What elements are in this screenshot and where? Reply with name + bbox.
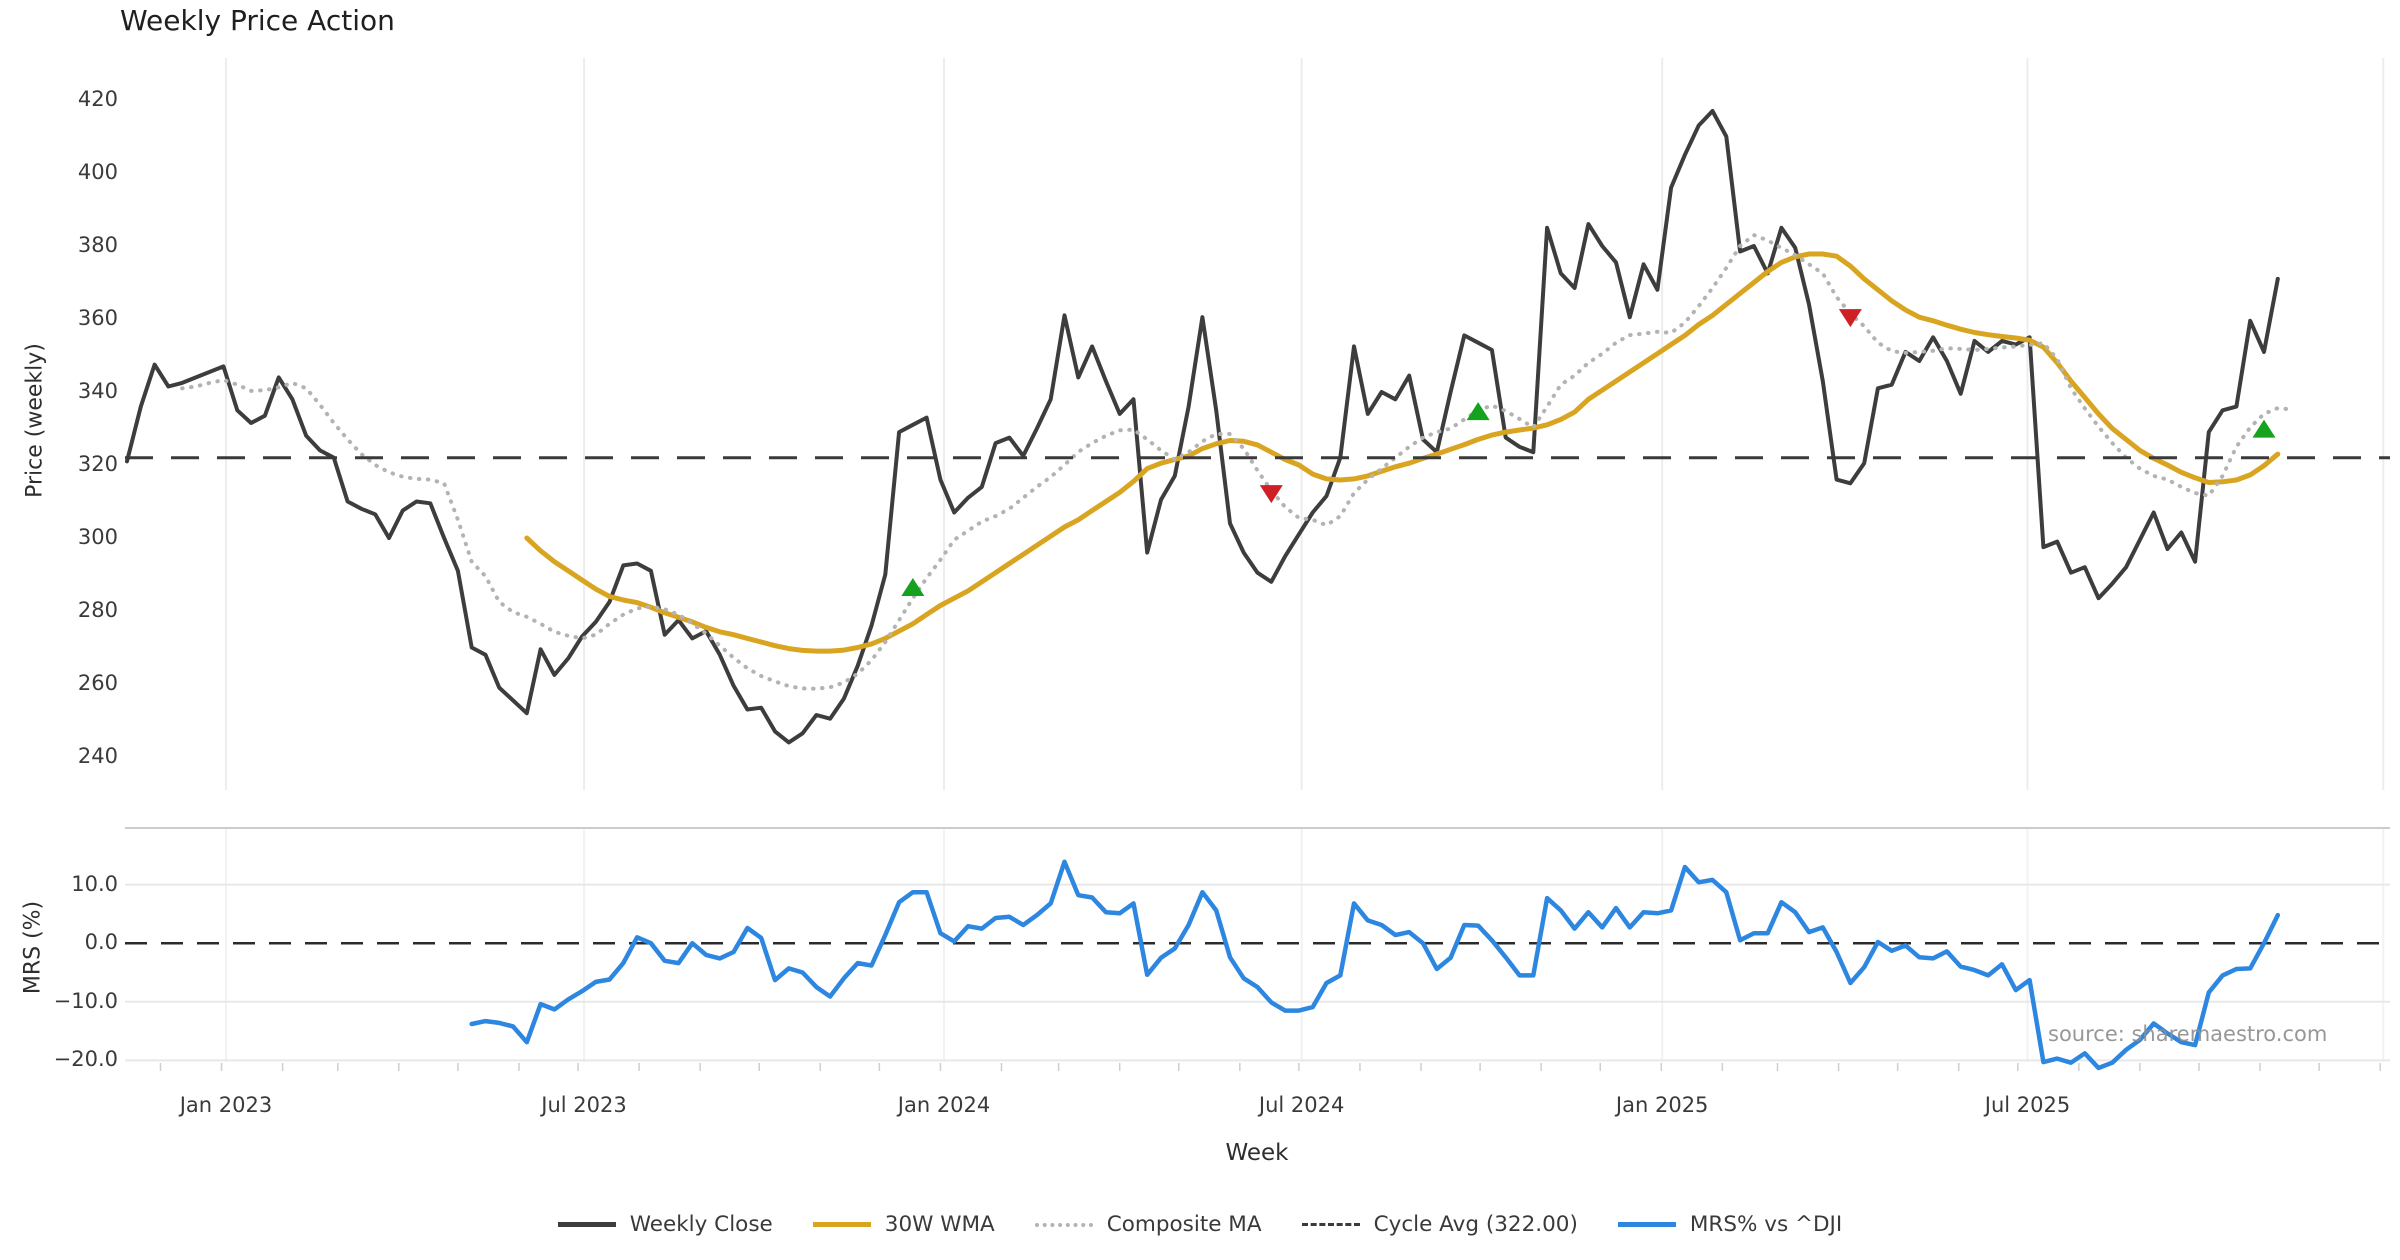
signal-marker-layer <box>901 309 2276 597</box>
buy-signal-marker <box>1466 402 1490 421</box>
buy-signal-marker <box>901 578 925 597</box>
mrs-tick-label: 0.0 <box>84 930 118 955</box>
mrs-tick-label: −10.0 <box>53 988 118 1013</box>
legend-item: Cycle Avg (322.00) <box>1301 1212 1578 1237</box>
price-tick-label: 340 <box>77 379 118 403</box>
mrs-tick-label: 10.0 <box>71 871 118 896</box>
legend-label: Weekly Close <box>629 1212 773 1237</box>
mrs-line <box>469 859 2281 1071</box>
gridline-layer <box>125 58 2390 1071</box>
price-tick-label: 280 <box>77 598 118 622</box>
price-tick-label: 260 <box>77 671 118 695</box>
legend-item: 30W WMA <box>812 1212 995 1237</box>
price-tick-label: 320 <box>77 452 118 476</box>
sell-signal-marker <box>1838 309 1862 328</box>
weekly-close-line <box>125 109 2280 745</box>
legend-label: Composite MA <box>1106 1212 1262 1237</box>
price-tick-label: 380 <box>77 233 118 257</box>
legend-swatch-solid <box>1617 1222 1676 1227</box>
chart-title: Weekly Price Action <box>120 4 395 37</box>
legend-item: Weekly Close <box>557 1212 773 1237</box>
x-axis-title: Week <box>1225 1140 1289 1166</box>
legend-swatch-solid <box>557 1222 616 1227</box>
price-tick-label: 400 <box>77 160 118 184</box>
price-tick-label: 300 <box>77 525 118 549</box>
legend-label: Cycle Avg (322.00) <box>1373 1212 1578 1237</box>
legend-item: MRS% vs ^DJI <box>1617 1212 1843 1237</box>
mrs-tick-label: −20.0 <box>53 1047 118 1072</box>
price-tick-label: 240 <box>77 744 118 768</box>
legend-label: MRS% vs ^DJI <box>1689 1212 1843 1237</box>
source-annotation: source: sharemaestro.com <box>2048 1022 2328 1046</box>
price-tick-label: 420 <box>77 87 118 111</box>
x-tick-label: Jul 2024 <box>1258 1093 1345 1117</box>
legend-swatch-dashed <box>1301 1223 1360 1226</box>
legend-item: Composite MA <box>1034 1212 1262 1237</box>
sell-signal-marker <box>1259 485 1283 504</box>
composite-ma-line <box>180 233 2294 691</box>
x-tick-label: Jan 2024 <box>897 1093 991 1117</box>
legend-label: 30W WMA <box>884 1212 995 1237</box>
x-tick-label: Jul 2025 <box>1984 1093 2071 1117</box>
x-tick-label: Jan 2023 <box>179 1093 273 1117</box>
wma-line <box>524 251 2281 654</box>
legend-swatch-solid <box>812 1222 871 1227</box>
series-layer <box>125 109 2390 1071</box>
price-tick-label: 360 <box>77 306 118 330</box>
buy-signal-marker <box>2252 419 2276 438</box>
x-tick-label: Jul 2023 <box>541 1093 627 1117</box>
legend-swatch-dotted <box>1034 1222 1093 1227</box>
legend: Weekly Close 30W WMA Composite MA Cycle Avg… <box>0 1212 2400 1237</box>
x-tick-label: Jan 2025 <box>1615 1093 1709 1117</box>
